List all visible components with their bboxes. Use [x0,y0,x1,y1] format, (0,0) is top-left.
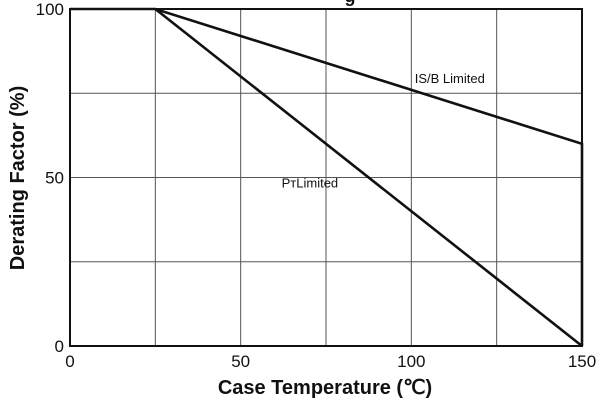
y-tick-label-2: 100 [36,0,64,19]
series-annotation-0: IS/B Limited [415,71,485,86]
x-tick-label-3: 150 [568,352,596,371]
tick-labels: 0 50 100 150 0 50 100 [36,0,597,371]
y-tick-label-0: 0 [55,337,64,356]
x-tick-label-2: 100 [397,352,425,371]
y-axis-title: Derating Factor (%) [7,86,29,270]
chart-title-fragment: g [345,0,356,6]
plot-frame [69,8,583,347]
y-tick-label-1: 50 [45,169,64,188]
annotations: IS/B Limited PᴛLimited [282,71,485,190]
x-axis-title: Case Temperature (℃) [218,377,432,399]
x-tick-label-1: 50 [231,352,250,371]
series-annotation-1: PᴛLimited [282,176,339,191]
series-line-1 [154,7,583,348]
grid-lines [70,9,582,346]
x-tick-label-0: 0 [65,352,74,371]
